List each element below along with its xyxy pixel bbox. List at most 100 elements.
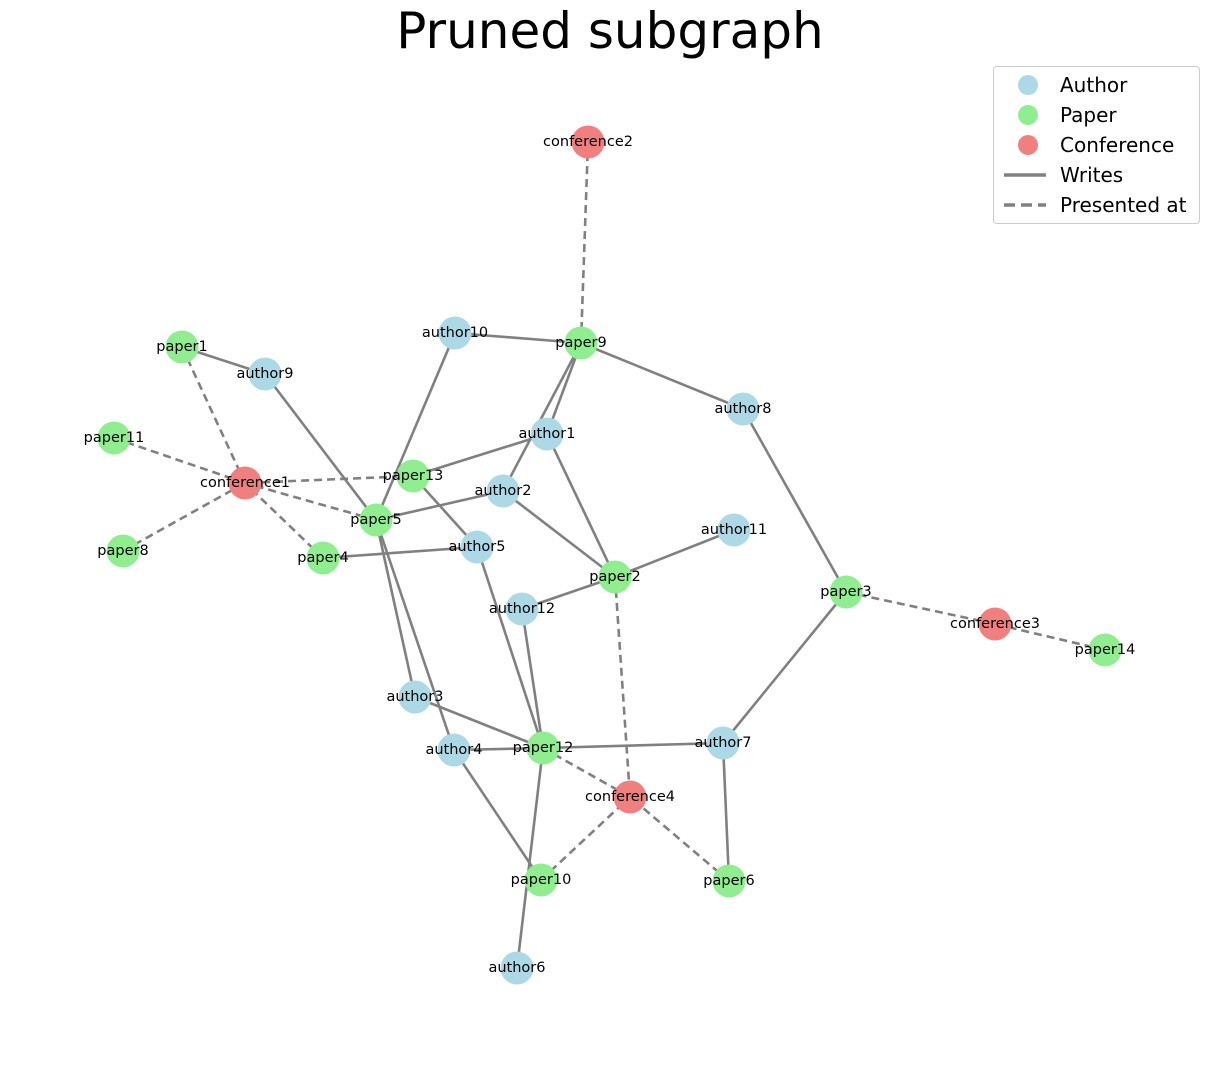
edge-author1-paper13	[412, 432, 548, 478]
edge-author5-paper12	[475, 546, 545, 749]
node-author4	[437, 733, 471, 767]
node-label-paper14: paper14	[1075, 642, 1136, 658]
node-label-author5: author5	[448, 539, 505, 555]
edge-author10-paper9	[454, 331, 582, 345]
node-label-paper4: paper4	[297, 550, 348, 566]
node-label-author9: author9	[236, 366, 293, 382]
edge-author10-paper5	[374, 332, 457, 521]
labels-layer: conference2 author10 paper9 paper1 author9 au…	[84, 134, 1136, 976]
node-author2	[486, 474, 520, 508]
edge-paper12-conference4	[542, 746, 631, 799]
node-author1	[530, 417, 564, 451]
node-label-author11: author11	[701, 522, 767, 538]
node-label-paper8: paper8	[97, 543, 148, 559]
node-paper12	[526, 731, 560, 765]
edge-paper11-conference1	[113, 436, 246, 485]
node-conference3	[978, 607, 1012, 641]
edge-author4-paper5	[374, 519, 456, 751]
node-label-author6: author6	[488, 960, 545, 976]
node-paper10	[524, 863, 558, 897]
node-paper9	[564, 326, 598, 360]
edge-paper9-conference2	[579, 141, 590, 344]
node-paper6	[712, 864, 746, 898]
dashed-line-icon	[1004, 203, 1046, 207]
node-paper5	[359, 503, 393, 537]
legend-item-paper: Paper	[994, 100, 1199, 130]
node-label-paper6: paper6	[703, 873, 754, 889]
node-label-author2: author2	[474, 483, 531, 499]
node-conference4	[613, 780, 647, 814]
legend-label-author: Author	[1060, 73, 1128, 97]
node-author3	[398, 680, 432, 714]
edge-paper5-conference1	[244, 481, 377, 522]
node-label-conference4: conference4	[585, 789, 675, 805]
node-author9	[248, 357, 282, 391]
edge-author12-paper12	[520, 608, 545, 749]
node-label-paper12: paper12	[513, 740, 574, 756]
node-label-author7: author7	[694, 735, 751, 751]
edge-paper8-conference1	[122, 481, 246, 553]
conference-marker-icon	[1018, 135, 1038, 155]
node-label-paper2: paper2	[589, 569, 640, 585]
edge-author6-paper12	[515, 747, 545, 969]
edge-author11-paper2	[614, 528, 735, 579]
node-label-author12: author12	[489, 601, 555, 617]
legend-item-writes: Writes	[994, 160, 1199, 190]
node-label-paper11: paper11	[84, 430, 145, 446]
legend-label-presented-at: Presented at	[1060, 193, 1187, 217]
node-paper4	[306, 541, 340, 575]
edge-author2-paper9	[501, 342, 583, 492]
edge-paper1-conference1	[180, 346, 247, 484]
node-paper3	[829, 575, 863, 609]
node-paper11	[97, 421, 131, 455]
node-label-author3: author3	[386, 689, 443, 705]
solid-line-icon	[1004, 173, 1046, 177]
nodes-layer	[97, 125, 1122, 985]
edges-layer	[113, 141, 1106, 969]
paper-legend-dot	[1018, 105, 1038, 125]
edge-paper13-conference1	[244, 474, 414, 485]
node-paper13	[396, 459, 430, 493]
legend-label-writes: Writes	[1060, 163, 1124, 187]
legend-label-conference: Conference	[1060, 133, 1175, 157]
node-label-paper9: paper9	[555, 335, 606, 351]
node-paper14	[1088, 633, 1122, 667]
edge-author7-paper6	[721, 742, 731, 882]
node-author11	[717, 513, 751, 547]
edge-author9-paper5	[263, 373, 378, 521]
edge-paper4-conference1	[244, 482, 324, 559]
node-conference1	[228, 466, 262, 500]
node-label-conference3: conference3	[950, 616, 1040, 632]
legend-item-presented-at: Presented at	[994, 190, 1199, 220]
author-marker-icon	[1018, 75, 1038, 95]
edge-paper14-conference3	[994, 622, 1106, 652]
node-label-author8: author8	[714, 401, 771, 417]
node-label-paper10: paper10	[511, 872, 572, 888]
node-author7	[706, 726, 740, 760]
legend-item-conference: Conference	[994, 130, 1199, 160]
node-author5	[460, 530, 494, 564]
paper-marker-icon	[1018, 105, 1038, 125]
node-author6	[500, 951, 534, 985]
edge-paper10-conference4	[540, 796, 631, 881]
node-paper8	[106, 534, 140, 568]
legend-item-author: Author	[994, 70, 1199, 100]
edge-author3-paper5	[374, 519, 417, 698]
edge-paper2-conference4	[613, 576, 632, 798]
node-label-author4: author4	[425, 742, 482, 758]
node-label-conference1: conference1	[200, 475, 290, 491]
node-label-author1: author1	[518, 426, 575, 442]
edge-author3-paper12	[414, 695, 544, 750]
legend-label-paper: Paper	[1060, 103, 1117, 127]
node-conference2	[571, 125, 605, 159]
node-label-paper1: paper1	[156, 339, 207, 355]
node-label-author10: author10	[422, 325, 488, 341]
node-paper1	[165, 330, 199, 364]
edge-author4-paper10	[452, 749, 543, 881]
node-paper2	[598, 560, 632, 594]
edge-paper6-conference4	[629, 796, 730, 882]
edge-author1-paper2	[545, 433, 617, 578]
edge-author7-paper3	[721, 591, 848, 744]
edge-author8-paper3	[741, 408, 848, 593]
